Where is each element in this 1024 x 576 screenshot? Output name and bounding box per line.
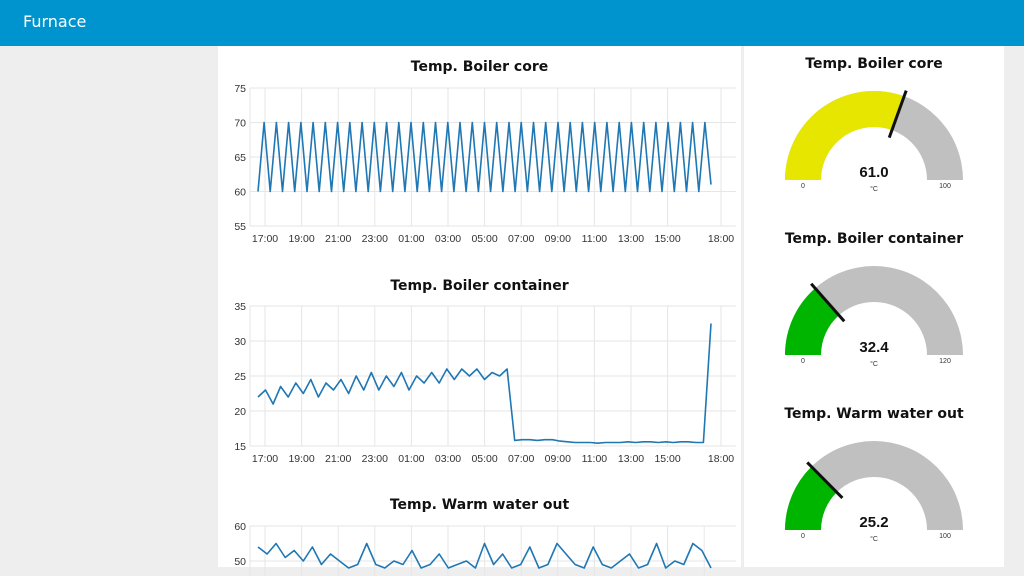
- chart-title-boiler-core: Temp. Boiler core: [410, 59, 549, 75]
- y-tick-label: 15: [234, 441, 246, 453]
- y-tick-label: 25: [234, 371, 246, 383]
- gauges-card: Temp. Boiler core 61.0 °C 0 100 Temp. Boile…: [744, 46, 1004, 567]
- gauge-track: [785, 441, 963, 530]
- y-tick-label: 60: [234, 187, 246, 199]
- x-tick-label: 03:00: [435, 233, 461, 245]
- x-tick-label: 21:00: [325, 233, 351, 245]
- x-tick-label: 01:00: [398, 453, 424, 465]
- y-tick-label: 70: [234, 118, 246, 130]
- gauge-needle: [806, 461, 844, 500]
- gauge-unit: °C: [870, 360, 878, 368]
- gauge-unit: °C: [870, 535, 878, 543]
- x-tick-label: 18:00: [708, 453, 734, 465]
- x-tick-label: 01:00: [398, 233, 424, 245]
- x-tick-label: 03:00: [435, 453, 461, 465]
- gauge-max: 100: [939, 533, 951, 540]
- x-tick-label: 09:00: [545, 453, 571, 465]
- chart-boiler-container: 35 30 25 20 15 17:00 19:00 21:00 23:00 01:00 03:00…: [234, 301, 736, 465]
- app-title: Furnace: [23, 12, 87, 31]
- x-tick-label: 23:00: [362, 453, 388, 465]
- gauge-min: 0: [801, 533, 805, 540]
- y-tick-label: 55: [234, 221, 246, 233]
- y-tick-label: 20: [234, 406, 246, 418]
- gauge-fill: [785, 466, 837, 530]
- gauge-boiler-container: 32.4 °C 0 120: [785, 266, 963, 368]
- x-tick-label: 19:00: [288, 233, 314, 245]
- gauge-title-warm-water-out: Temp. Warm water out: [784, 406, 964, 422]
- gauge-title-boiler-core: Temp. Boiler core: [805, 56, 943, 72]
- gauge-value: 61.0: [859, 164, 888, 181]
- gauge-title-boiler-container: Temp. Boiler container: [784, 231, 964, 247]
- gauge-boiler-core: 61.0 °C 0 100: [785, 90, 963, 193]
- y-tick-label: 35: [234, 301, 246, 313]
- chart-warm-water-out: 60 50: [234, 521, 736, 576]
- x-tick-label: 07:00: [508, 233, 534, 245]
- y-tick-label: 65: [234, 152, 246, 164]
- x-tick-label: 23:00: [362, 233, 388, 245]
- gauge-needle: [810, 282, 846, 323]
- x-tick-label: 05:00: [471, 233, 497, 245]
- gauge-value: 25.2: [859, 514, 888, 531]
- top-bar: Furnace: [0, 0, 1024, 46]
- y-tick-label: 60: [234, 521, 246, 533]
- gauge-unit: °C: [870, 185, 878, 193]
- charts-card: Temp. Boiler core 75 70 65 60 55 17:00 19:00 21…: [218, 46, 741, 576]
- gauge-max: 100: [939, 183, 951, 190]
- x-tick-label: 17:00: [252, 453, 278, 465]
- x-tick-label: 09:00: [545, 233, 571, 245]
- series-line: [257, 323, 712, 444]
- series-line: [257, 542, 712, 569]
- gauge-needle: [887, 90, 908, 139]
- chart-title-warm-water-out: Temp. Warm water out: [389, 497, 570, 513]
- chart-boiler-core: 75 70 65 60 55 17:00 19:00 21:00 23:00 01:00 03:00…: [234, 83, 736, 245]
- chart-title-boiler-container: Temp. Boiler container: [390, 278, 569, 294]
- x-tick-label: 15:00: [654, 453, 680, 465]
- y-tick-label: 30: [234, 336, 246, 348]
- x-tick-label: 05:00: [471, 453, 497, 465]
- gauge-min: 0: [801, 183, 805, 190]
- gauge-fill: [785, 288, 839, 355]
- gauge-warm-water-out: 25.2 °C 0 100: [785, 441, 963, 543]
- x-tick-label: 07:00: [508, 453, 534, 465]
- gauge-track: [785, 266, 963, 355]
- x-tick-label: 21:00: [325, 453, 351, 465]
- gauge-fill: [785, 91, 905, 180]
- gauge-max: 120: [939, 358, 951, 365]
- x-tick-label: 17:00: [252, 233, 278, 245]
- gauge-min: 0: [801, 358, 805, 365]
- x-tick-label: 13:00: [618, 453, 644, 465]
- y-tick-label: 75: [234, 83, 246, 95]
- series-line: [257, 121, 712, 193]
- y-tick-label: 50: [234, 556, 246, 568]
- x-tick-label: 11:00: [582, 233, 608, 245]
- gauge-value: 32.4: [859, 339, 889, 356]
- x-tick-label: 15:00: [654, 233, 680, 245]
- x-tick-label: 13:00: [618, 233, 644, 245]
- x-tick-label: 11:00: [582, 453, 608, 465]
- x-tick-label: 19:00: [288, 453, 314, 465]
- x-tick-label: 18:00: [708, 233, 734, 245]
